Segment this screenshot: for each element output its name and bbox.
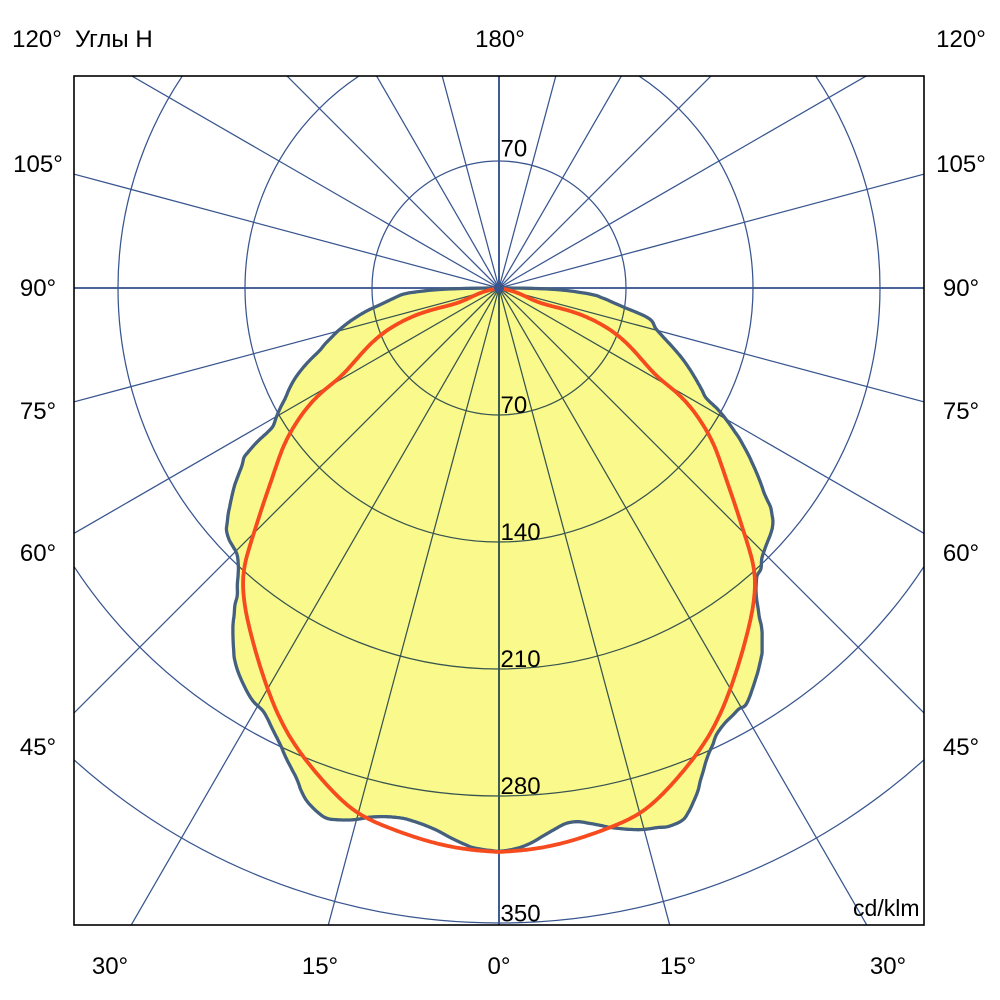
svg-text:350: 350 [501, 901, 541, 928]
svg-text:75°: 75° [20, 398, 56, 425]
svg-text:30°: 30° [92, 953, 128, 980]
svg-text:cd/klm: cd/klm [853, 895, 919, 921]
svg-text:90°: 90° [20, 275, 56, 302]
svg-text:30°: 30° [870, 953, 906, 980]
svg-text:120°: 120° [12, 26, 62, 53]
svg-text:15°: 15° [302, 953, 338, 980]
svg-text:0°: 0° [488, 953, 511, 980]
svg-text:180°: 180° [475, 26, 525, 53]
svg-text:70: 70 [501, 136, 528, 163]
svg-text:210: 210 [501, 646, 541, 673]
svg-text:70: 70 [501, 392, 528, 419]
svg-text:105°: 105° [936, 151, 986, 178]
svg-text:140: 140 [501, 519, 541, 546]
svg-text:15°: 15° [660, 953, 696, 980]
svg-text:90°: 90° [943, 275, 979, 302]
svg-text:75°: 75° [943, 398, 979, 425]
svg-text:45°: 45° [943, 734, 979, 761]
svg-text:45°: 45° [20, 734, 56, 761]
svg-text:120°: 120° [936, 26, 986, 53]
svg-text:Углы H: Углы H [75, 26, 153, 53]
svg-text:60°: 60° [20, 540, 56, 567]
svg-text:105°: 105° [13, 151, 63, 178]
svg-text:280: 280 [501, 773, 541, 800]
svg-text:60°: 60° [943, 540, 979, 567]
